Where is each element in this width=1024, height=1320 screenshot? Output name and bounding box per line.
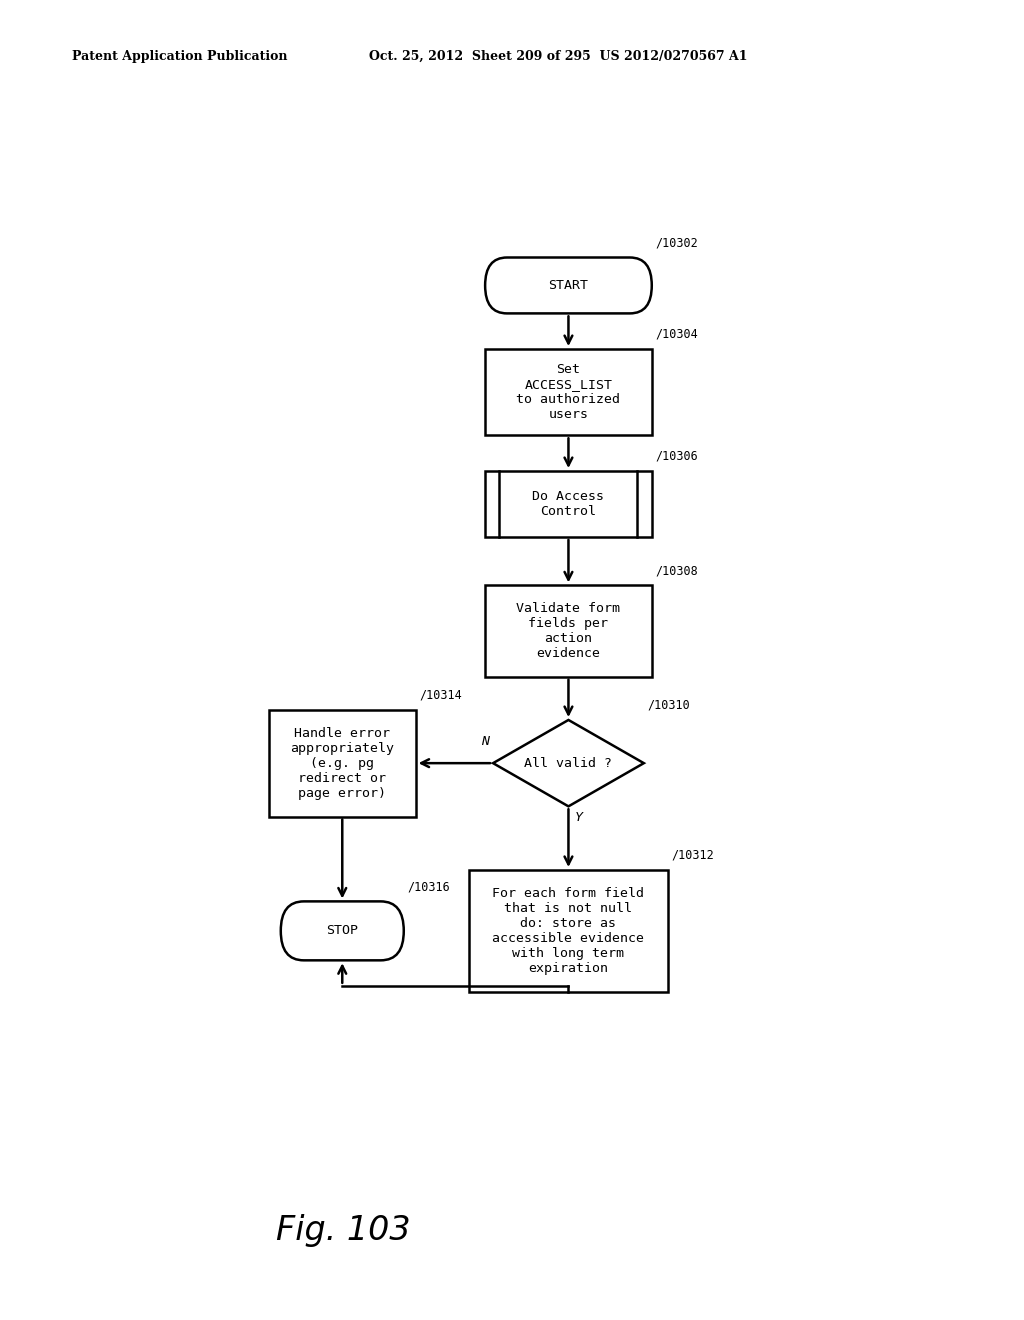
Text: /10308: /10308 <box>655 564 698 577</box>
Text: /10316: /10316 <box>408 880 451 894</box>
Text: /10310: /10310 <box>648 698 690 711</box>
Text: All valid ?: All valid ? <box>524 756 612 770</box>
Text: Set
ACCESS_LIST
to authorized
users: Set ACCESS_LIST to authorized users <box>516 363 621 421</box>
Text: Validate form
fields per
action
evidence: Validate form fields per action evidence <box>516 602 621 660</box>
Text: Do Access
Control: Do Access Control <box>532 490 604 517</box>
Text: /10314: /10314 <box>420 689 463 702</box>
Text: Handle error
appropriately
(e.g. pg
redirect or
page error): Handle error appropriately (e.g. pg redi… <box>290 726 394 800</box>
Text: Patent Application Publication: Patent Application Publication <box>72 50 287 63</box>
Text: N: N <box>481 735 489 748</box>
Bar <box>485 585 652 677</box>
Text: /10302: /10302 <box>655 236 698 249</box>
Text: /10312: /10312 <box>672 849 715 862</box>
Text: For each form field
that is not null
do: store as
accessible evidence
with long : For each form field that is not null do:… <box>493 887 644 975</box>
Text: Y: Y <box>574 812 583 825</box>
Text: /10306: /10306 <box>655 450 698 463</box>
FancyBboxPatch shape <box>281 902 403 961</box>
Text: STOP: STOP <box>327 924 358 937</box>
Bar <box>469 870 668 991</box>
Text: Oct. 25, 2012  Sheet 209 of 295  US 2012/0270567 A1: Oct. 25, 2012 Sheet 209 of 295 US 2012/0… <box>369 50 748 63</box>
Bar <box>485 471 652 537</box>
Polygon shape <box>494 719 644 807</box>
Bar <box>485 348 652 436</box>
Text: Fig. 103: Fig. 103 <box>276 1214 411 1247</box>
FancyBboxPatch shape <box>485 257 652 313</box>
Bar <box>269 710 416 817</box>
Text: /10304: /10304 <box>655 327 698 341</box>
Text: START: START <box>549 279 589 292</box>
